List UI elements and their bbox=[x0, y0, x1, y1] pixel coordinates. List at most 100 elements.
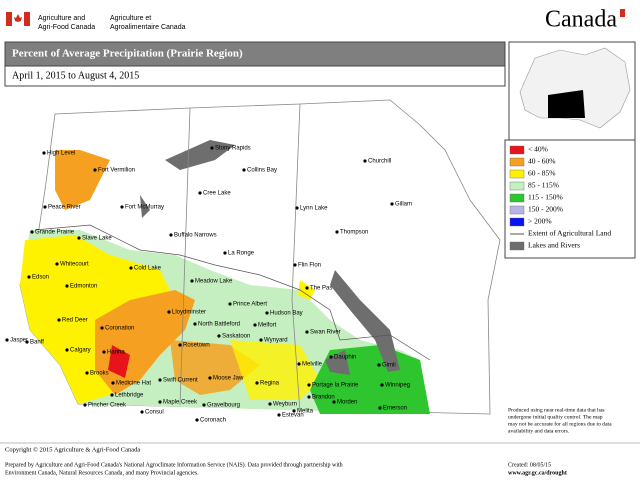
city-dot bbox=[25, 340, 29, 344]
city-dot bbox=[329, 355, 333, 359]
city-label: La Ronge bbox=[228, 251, 255, 257]
legend-swatch bbox=[509, 145, 525, 155]
city-label: Slave Lake bbox=[82, 236, 112, 242]
city-label: Jasper bbox=[10, 338, 28, 344]
city-dot bbox=[102, 350, 106, 354]
city-label: Regina bbox=[260, 381, 280, 387]
legend: < 40% 40 - 60% 60 - 85% 85 - 115% 115 - 150%… bbox=[509, 145, 611, 251]
note-line: Produced using near real-time data that … bbox=[508, 407, 605, 413]
city-dot bbox=[57, 318, 61, 322]
city-dot bbox=[268, 402, 272, 406]
city-label: Rosetown bbox=[183, 343, 210, 349]
city-dot bbox=[363, 159, 367, 163]
city-label: Edmonton bbox=[70, 284, 97, 290]
city-dot bbox=[210, 146, 214, 150]
city-dot bbox=[27, 275, 31, 279]
city-label: Prince Albert bbox=[233, 302, 267, 308]
city-layer: High Level Fort Vermilion Peace River Fort … bbox=[5, 146, 412, 424]
city-label: Cold Lake bbox=[134, 266, 162, 272]
city-dot bbox=[30, 230, 34, 234]
city-label: Churchill bbox=[368, 159, 391, 165]
city-dot bbox=[297, 362, 301, 366]
copyright: Copyright © 2015 Agriculture & Agri-Food… bbox=[5, 446, 140, 453]
url: www.agr.gc.ca/drought bbox=[508, 470, 567, 476]
city-dot bbox=[169, 233, 173, 237]
city-dot bbox=[380, 383, 384, 387]
flag bbox=[6, 12, 30, 26]
city-dot bbox=[190, 279, 194, 283]
city-label: Dauphin bbox=[334, 355, 356, 361]
city-dot bbox=[167, 310, 171, 314]
wordmark-flag bbox=[620, 9, 625, 17]
city-label: Banff bbox=[30, 340, 44, 346]
city-dot bbox=[217, 334, 221, 338]
dept-fr: Agriculture et bbox=[110, 15, 151, 22]
city-dot bbox=[253, 323, 257, 327]
city-dot bbox=[85, 371, 89, 375]
title: Percent of Average Precipitation (Prairi… bbox=[12, 48, 243, 60]
city-label: Melita bbox=[297, 409, 314, 415]
city-dot bbox=[223, 251, 227, 255]
city-dot bbox=[110, 393, 114, 397]
city-dot bbox=[377, 363, 381, 367]
date-range: April 1, 2015 to August 4, 2015 bbox=[12, 70, 139, 81]
city-label: Portage la Prairie bbox=[312, 383, 359, 389]
city-dot bbox=[55, 262, 59, 266]
dept-en: Agri-Food Canada bbox=[38, 24, 95, 31]
city-dot bbox=[228, 302, 232, 306]
title-bar bbox=[4, 41, 506, 67]
city-dot bbox=[65, 284, 69, 288]
city-label: Lethbridge bbox=[115, 393, 144, 399]
city-label: Medicine Hat bbox=[116, 381, 151, 387]
city-label: Thompson bbox=[340, 230, 368, 236]
legend-label: < 40% bbox=[528, 145, 548, 154]
legend-swatch bbox=[509, 181, 525, 191]
city-label: Winnipeg bbox=[385, 383, 410, 389]
city-label: High Level bbox=[47, 151, 75, 157]
city-dot bbox=[378, 406, 382, 410]
city-dot bbox=[5, 338, 9, 342]
city-label: Edson bbox=[32, 275, 49, 281]
city-dot bbox=[140, 410, 144, 414]
legend-swatch bbox=[509, 193, 525, 203]
city-label: Lynn Lake bbox=[300, 206, 328, 212]
legend-label: 150 - 200% bbox=[528, 205, 563, 214]
city-label: Wynyard bbox=[264, 338, 288, 344]
city-dot bbox=[43, 205, 47, 209]
legend-label: 40 - 60% bbox=[528, 157, 556, 166]
city-label: Hudson Bay bbox=[270, 311, 303, 317]
city-label: Lloydminster bbox=[172, 310, 206, 316]
city-label: Gimli bbox=[382, 363, 396, 369]
city-label: Swan River bbox=[310, 330, 341, 336]
city-dot bbox=[265, 311, 269, 315]
city-label: Calgary bbox=[70, 348, 91, 354]
city-label: Consul bbox=[145, 410, 164, 416]
city-dot bbox=[305, 330, 309, 334]
city-label: Weyburn bbox=[273, 402, 297, 408]
city-label: Stony Rapids bbox=[215, 146, 251, 152]
city-label: Fort McMurray bbox=[125, 205, 164, 211]
city-dot bbox=[208, 376, 212, 380]
city-label: Whitecourt bbox=[60, 262, 89, 268]
legend-label: Lakes and Rivers bbox=[528, 241, 580, 250]
city-dot bbox=[111, 381, 115, 385]
legend-swatch bbox=[509, 205, 525, 215]
map bbox=[19, 99, 501, 415]
legend-label: 115 - 150% bbox=[528, 193, 563, 202]
city-label: North Battleford bbox=[198, 322, 240, 328]
prepared-by: Environment Canada, Natural Resources Ca… bbox=[5, 470, 199, 476]
city-dot bbox=[307, 383, 311, 387]
wordmark: Canada bbox=[545, 7, 617, 33]
city-label: Melfort bbox=[258, 323, 277, 329]
legend-swatch bbox=[509, 157, 525, 167]
legend-swatch bbox=[509, 241, 525, 251]
note-line: undergone initial quality control. The m… bbox=[508, 414, 603, 420]
city-dot bbox=[158, 378, 162, 382]
city-label: Melville bbox=[302, 362, 323, 368]
date-bar bbox=[4, 65, 506, 87]
city-dot bbox=[242, 168, 246, 172]
city-label: Estevan bbox=[282, 413, 304, 419]
city-dot bbox=[93, 168, 97, 172]
